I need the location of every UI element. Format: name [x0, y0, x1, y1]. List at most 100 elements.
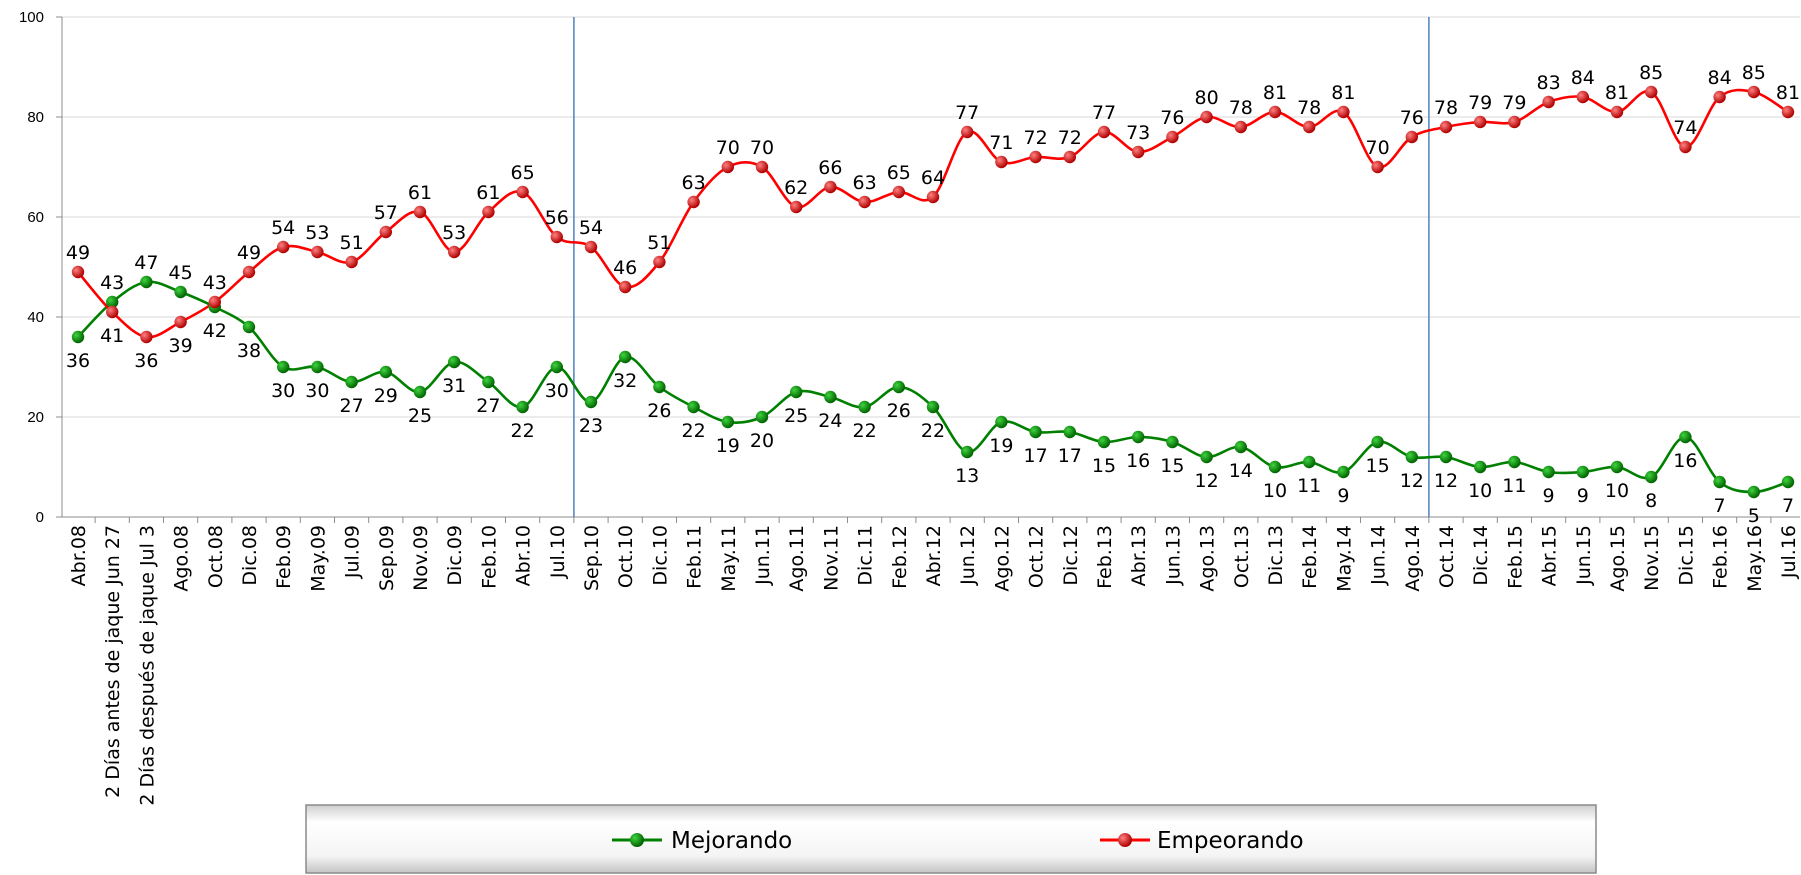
- y-tick-label: 20: [27, 409, 44, 426]
- x-tick-label: Feb.14: [1299, 525, 1321, 589]
- x-tick-label: Feb.10: [478, 525, 500, 589]
- x-tick-label: Jul.09: [342, 525, 364, 579]
- x-tick-label: Sep.09: [376, 525, 398, 591]
- data-point-empeorando: [1576, 90, 1590, 104]
- data-label-mejorando: 19: [716, 435, 740, 457]
- x-tick-label: Abr.08: [68, 525, 90, 586]
- data-label-mejorando: 11: [1297, 475, 1321, 497]
- data-label-empeorando: 74: [1673, 117, 1697, 139]
- data-point-empeorando: [1747, 85, 1761, 99]
- x-tick-label: Abr.15: [1539, 525, 1561, 586]
- data-point-empeorando: [1610, 105, 1624, 119]
- x-tick-label: Dic.14: [1470, 525, 1492, 586]
- data-point-mejorando: [482, 375, 495, 389]
- data-label-empeorando: 84: [1708, 67, 1732, 89]
- data-point-empeorando: [1166, 130, 1179, 144]
- data-label-mejorando: 26: [887, 400, 911, 422]
- data-point-mejorando: [71, 330, 85, 344]
- data-label-empeorando: 61: [476, 182, 500, 204]
- data-point-empeorando: [1132, 145, 1145, 159]
- data-point-empeorando: [824, 180, 837, 194]
- data-label-mejorando: 32: [613, 370, 637, 392]
- data-point-mejorando: [1371, 435, 1384, 449]
- data-point-mejorando: [824, 390, 837, 404]
- data-point-empeorando: [858, 195, 871, 209]
- data-point-empeorando: [345, 255, 358, 269]
- data-label-mejorando: 20: [750, 430, 774, 452]
- data-label-empeorando: 63: [853, 172, 877, 194]
- data-point-empeorando: [482, 205, 495, 219]
- data-label-empeorando: 54: [271, 217, 295, 239]
- data-label-mejorando: 5: [1748, 505, 1760, 527]
- data-point-mejorando: [1542, 465, 1555, 479]
- data-label-mejorando: 30: [545, 380, 569, 402]
- x-tick-label: May.16: [1744, 525, 1766, 592]
- data-point-empeorando: [619, 280, 632, 294]
- data-label-empeorando: 41: [100, 325, 124, 347]
- data-label-mejorando: 12: [1400, 470, 1424, 492]
- data-label-mejorando: 7: [1714, 495, 1726, 517]
- x-tick-label: Jun.15: [1573, 525, 1595, 586]
- data-label-empeorando: 51: [340, 232, 364, 254]
- data-label-mejorando: 47: [134, 252, 158, 274]
- data-point-mejorando: [1234, 440, 1248, 454]
- data-point-empeorando: [174, 315, 187, 329]
- data-point-mejorando: [1405, 450, 1419, 464]
- data-label-empeorando: 46: [613, 257, 637, 279]
- series-line-mejorando: [77, 280, 1789, 494]
- data-point-mejorando: [1610, 460, 1624, 474]
- data-label-empeorando: 66: [818, 157, 842, 179]
- x-tick-label: May.14: [1333, 525, 1355, 592]
- x-tick-label: Jul.16: [1778, 525, 1800, 579]
- data-label-empeorando: 76: [1160, 107, 1184, 129]
- x-tick-label: Feb.16: [1710, 525, 1732, 589]
- data-point-empeorando: [1405, 130, 1419, 144]
- data-label-mejorando: 36: [66, 350, 90, 372]
- data-point-empeorando: [277, 240, 290, 254]
- data-point-mejorando: [140, 275, 153, 289]
- data-point-empeorando: [379, 225, 392, 239]
- data-label-mejorando: 26: [647, 400, 671, 422]
- x-tick-label: 2 Días después de jaque Jul 3: [136, 525, 158, 806]
- data-label-mejorando: 25: [784, 405, 808, 427]
- data-label-empeorando: 77: [1092, 102, 1116, 124]
- x-tick-label: May.11: [718, 525, 740, 592]
- data-point-empeorando: [242, 265, 256, 279]
- data-label-empeorando: 78: [1229, 97, 1253, 119]
- x-tick-label: Oct.08: [205, 525, 227, 588]
- data-label-mejorando: 15: [1366, 455, 1390, 477]
- data-label-mejorando: 17: [1058, 445, 1082, 467]
- data-point-empeorando: [790, 200, 803, 214]
- data-label-empeorando: 81: [1263, 82, 1287, 104]
- data-point-mejorando: [584, 395, 598, 409]
- data-label-empeorando: 76: [1400, 107, 1424, 129]
- data-point-mejorando: [653, 380, 666, 394]
- data-label-mejorando: 22: [921, 420, 945, 442]
- data-label-mejorando: 12: [1434, 470, 1458, 492]
- x-tick-label: Feb.15: [1504, 525, 1526, 589]
- data-point-mejorando: [550, 360, 563, 374]
- data-point-empeorando: [1679, 140, 1692, 154]
- data-label-empeorando: 43: [203, 272, 227, 294]
- legend-marker-mejorando: [630, 833, 644, 847]
- data-label-mejorando: 11: [1502, 475, 1526, 497]
- data-point-empeorando: [687, 195, 700, 209]
- data-label-empeorando: 77: [955, 102, 979, 124]
- data-point-empeorando: [311, 245, 324, 259]
- data-point-mejorando: [687, 400, 700, 414]
- data-point-mejorando: [1645, 470, 1658, 484]
- data-point-mejorando: [926, 400, 940, 414]
- data-label-empeorando: 79: [1502, 92, 1526, 114]
- data-label-empeorando: 72: [1058, 127, 1082, 149]
- y-tick-label: 0: [36, 509, 44, 526]
- data-label-mejorando: 14: [1229, 460, 1253, 482]
- data-point-mejorando: [892, 380, 905, 394]
- data-point-empeorando: [892, 185, 905, 199]
- data-label-empeorando: 81: [1605, 82, 1629, 104]
- data-point-mejorando: [1063, 425, 1077, 439]
- data-point-mejorando: [755, 410, 769, 424]
- data-label-empeorando: 84: [1571, 67, 1595, 89]
- data-label-mejorando: 9: [1543, 485, 1555, 507]
- data-label-empeorando: 53: [305, 222, 329, 244]
- data-label-empeorando: 83: [1537, 72, 1561, 94]
